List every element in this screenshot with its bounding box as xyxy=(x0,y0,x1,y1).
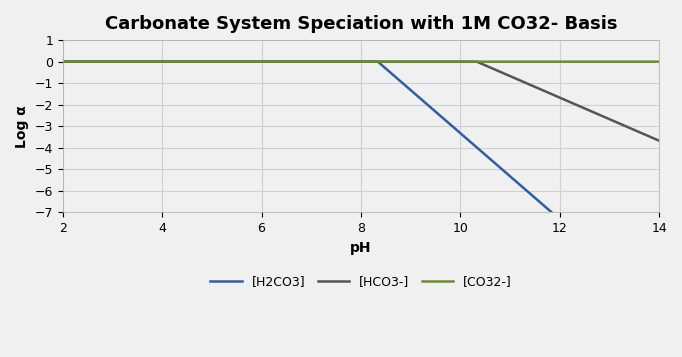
[HCO3-] xyxy=(638,131,646,135)
X-axis label: pH: pH xyxy=(350,241,372,255)
Y-axis label: Log α: Log α xyxy=(15,105,29,148)
[H2CO3] xyxy=(59,60,67,64)
[H2CO3] xyxy=(89,60,98,64)
[H2CO3] xyxy=(333,60,341,64)
Line: [H2CO3]: [H2CO3] xyxy=(63,62,659,306)
Line: [HCO3-]: [HCO3-] xyxy=(63,62,659,141)
[HCO3-] xyxy=(655,139,663,143)
[CO32-] xyxy=(59,60,67,64)
[HCO3-] xyxy=(59,60,67,64)
[HCO3-] xyxy=(349,60,357,64)
[CO32-] xyxy=(89,60,98,64)
[H2CO3] xyxy=(638,288,646,292)
[CO32-] xyxy=(638,60,646,64)
[CO32-] xyxy=(529,60,537,64)
[CO32-] xyxy=(638,60,646,64)
[H2CO3] xyxy=(529,193,537,198)
[HCO3-] xyxy=(529,84,537,88)
[HCO3-] xyxy=(333,60,341,64)
[H2CO3] xyxy=(638,288,646,293)
[CO32-] xyxy=(655,60,663,64)
[HCO3-] xyxy=(638,131,646,135)
[HCO3-] xyxy=(89,60,98,64)
Title: Carbonate System Speciation with 1M CO32- Basis: Carbonate System Speciation with 1M CO32… xyxy=(105,15,617,33)
Legend: [H2CO3], [HCO3-], [CO32-]: [H2CO3], [HCO3-], [CO32-] xyxy=(205,270,517,293)
[CO32-] xyxy=(349,60,357,64)
[H2CO3] xyxy=(655,303,663,308)
[CO32-] xyxy=(333,60,341,64)
[H2CO3] xyxy=(349,60,357,64)
